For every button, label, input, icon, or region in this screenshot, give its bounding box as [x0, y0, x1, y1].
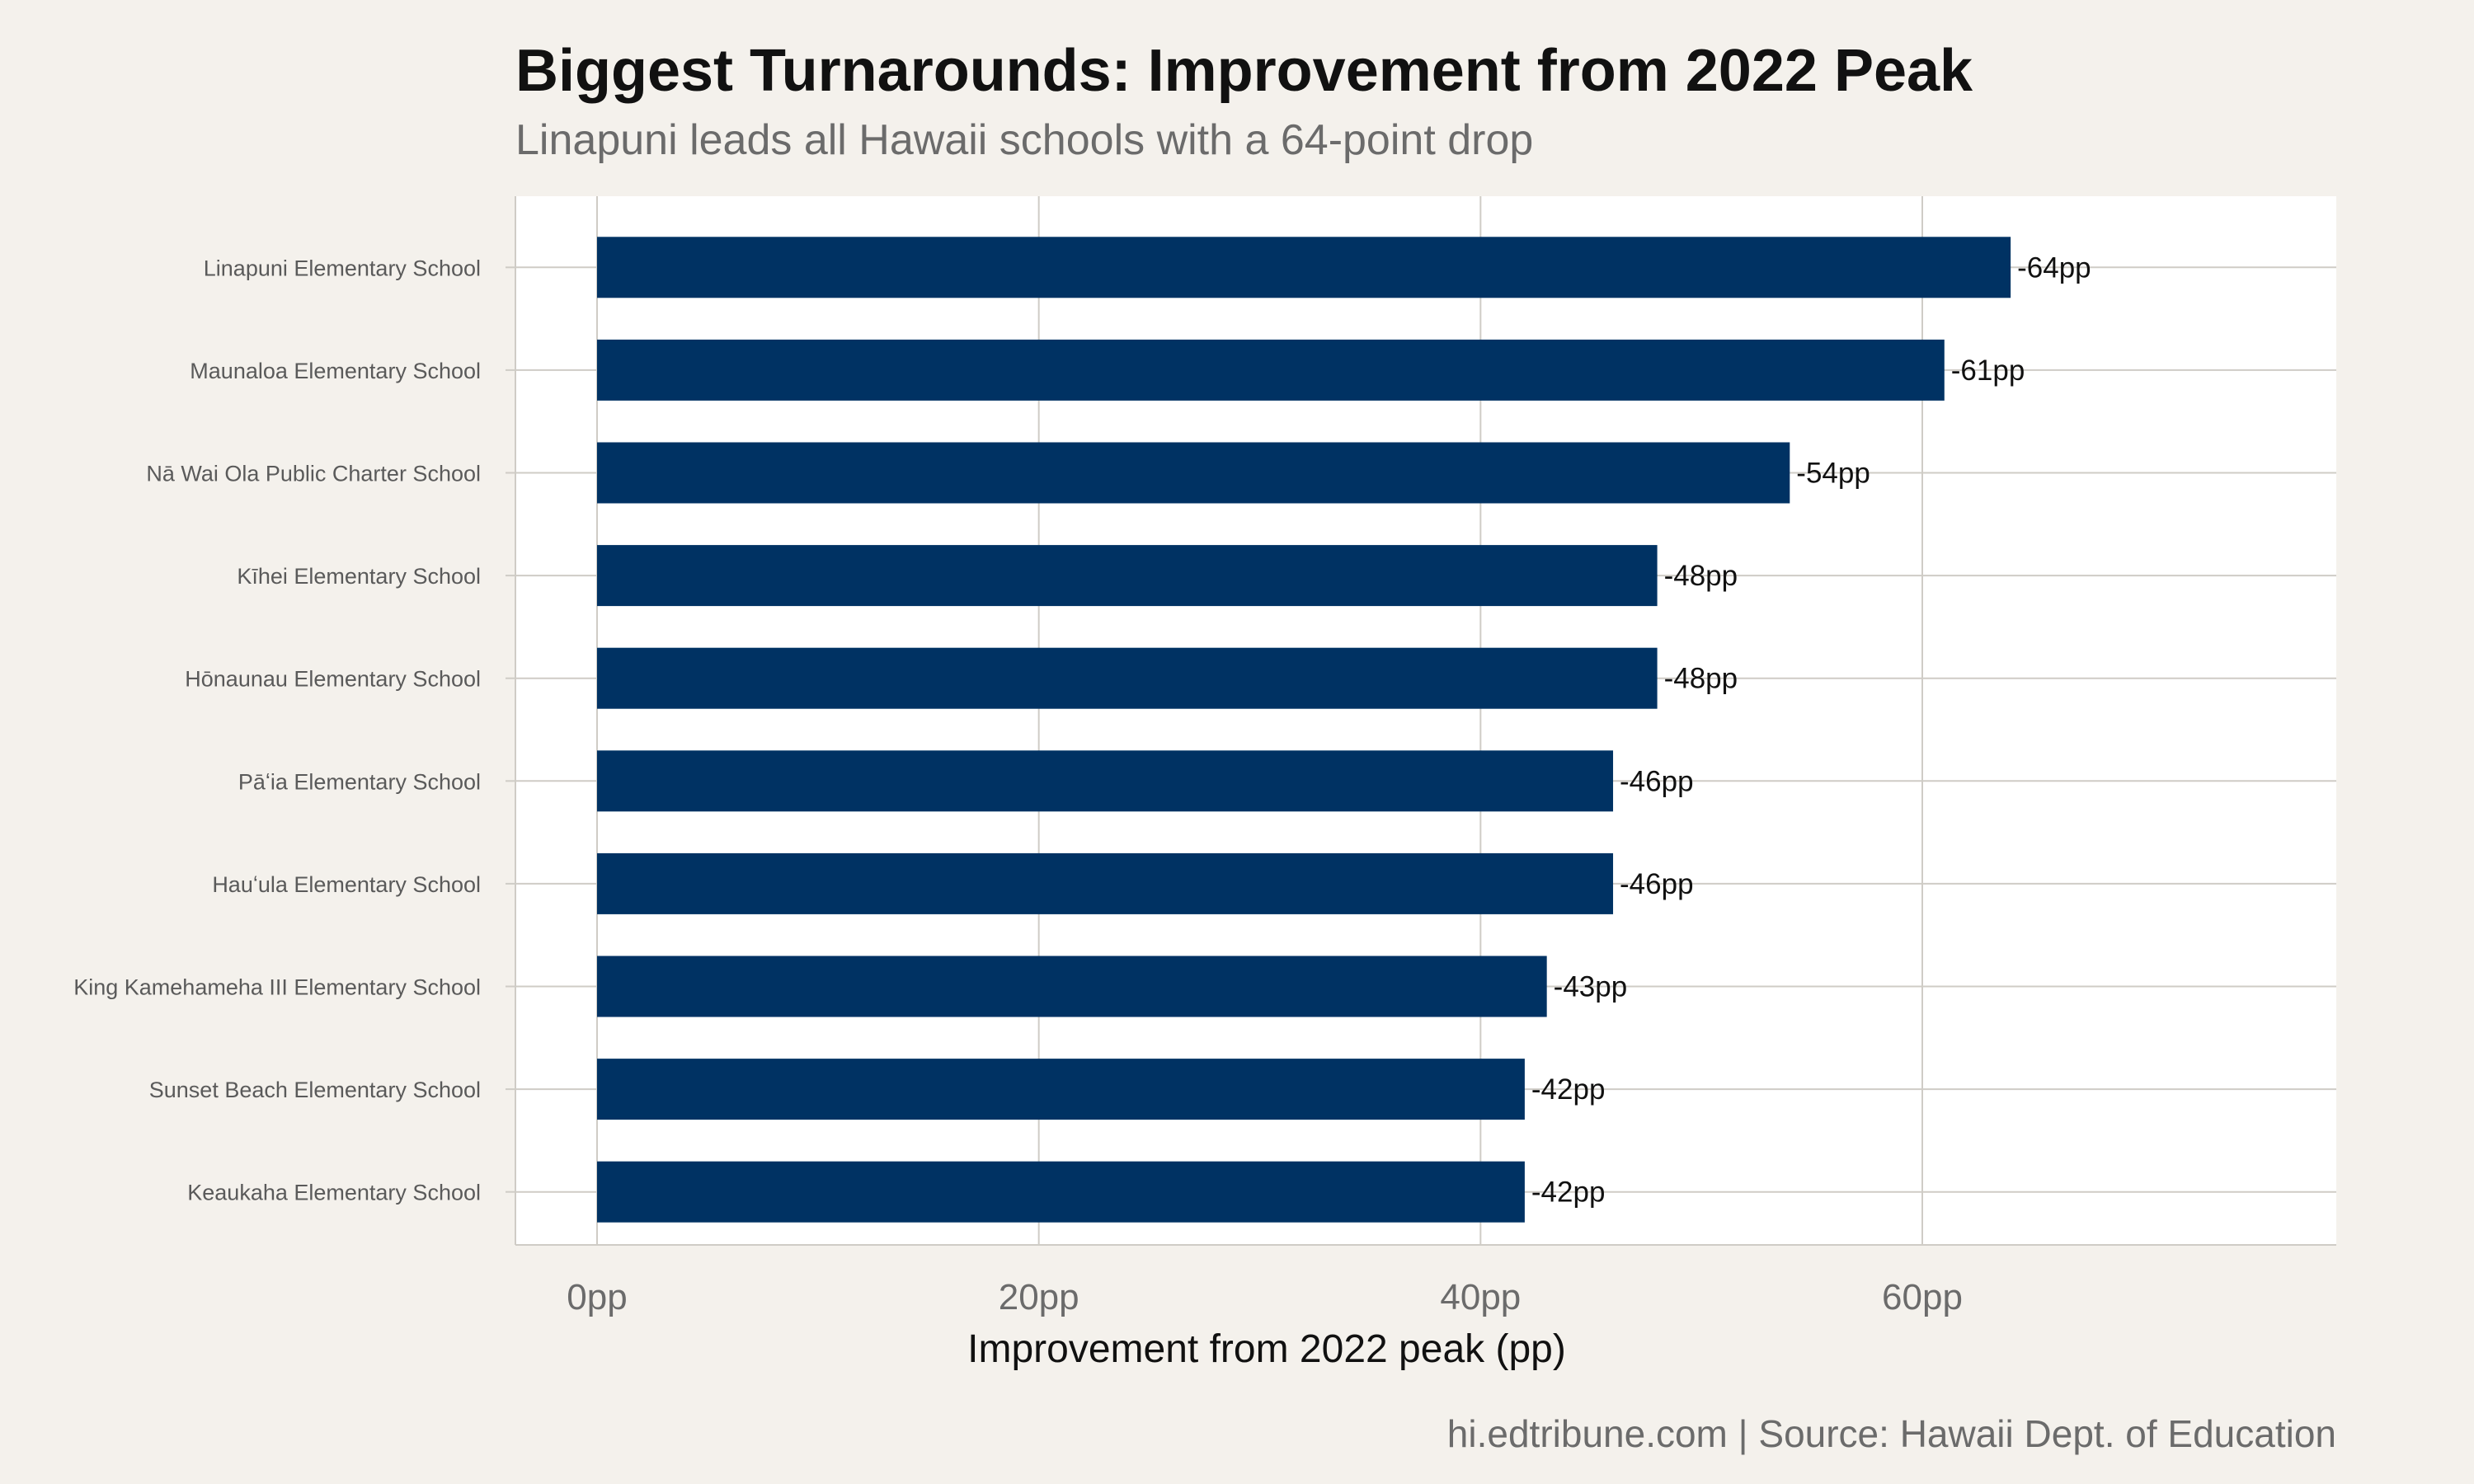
- data-label: -43pp: [1554, 971, 1628, 1003]
- data-label: -42pp: [1531, 1073, 1606, 1106]
- chart-subtitle: Linapuni leads all Hawaii schools with a…: [515, 116, 1534, 164]
- x-axis-title: Improvement from 2022 peak (pp): [967, 1327, 1566, 1371]
- category-label: Pāʻia Elementary School: [238, 769, 481, 794]
- bar: [597, 852, 1614, 914]
- category-label: Keaukaha Elementary School: [187, 1181, 481, 1205]
- bar: [597, 1059, 1525, 1120]
- category-label: Linapuni Elementary School: [204, 256, 481, 280]
- x-tick-label: 40pp: [1440, 1277, 1521, 1317]
- data-label: -48pp: [1664, 663, 1738, 695]
- data-label: -48pp: [1664, 560, 1738, 592]
- bar: [597, 647, 1658, 709]
- x-tick-label: 20pp: [999, 1277, 1079, 1317]
- bar: [597, 1161, 1525, 1223]
- bar: [597, 750, 1614, 812]
- data-label: -54pp: [1796, 458, 1870, 490]
- data-label: -64pp: [2017, 251, 2091, 284]
- bars: [597, 237, 2011, 1223]
- labels: 0pp 20pp 40pp 60pp Linapuni Elementary Schoo…: [73, 251, 2091, 1317]
- category-label: Nā Wai Ola Public Charter School: [146, 462, 481, 486]
- category-label: King Kamehameha III Elementary School: [73, 975, 481, 1000]
- category-label: Maunaloa Elementary School: [190, 359, 481, 383]
- chart-title: Biggest Turnarounds: Improvement from 20…: [515, 38, 1973, 104]
- category-label: Sunset Beach Elementary School: [149, 1078, 481, 1102]
- bar: [597, 339, 1945, 401]
- category-label: Kīhei Elementary School: [237, 564, 481, 589]
- data-label: -46pp: [1620, 765, 1694, 797]
- data-label: -42pp: [1531, 1176, 1606, 1209]
- category-label: Hauʻula Elementary School: [212, 872, 481, 897]
- x-tick-label: 0pp: [567, 1277, 627, 1317]
- bar: [597, 237, 2011, 298]
- bar: [597, 545, 1658, 607]
- bar: [597, 956, 1547, 1017]
- bar: [597, 442, 1790, 504]
- data-label: -61pp: [1951, 355, 2025, 387]
- source-caption: hi.edtribune.com | Source: Hawaii Dept. …: [1446, 1412, 2336, 1455]
- category-label: Hōnaunau Elementary School: [185, 667, 481, 692]
- x-tick-label: 60pp: [1882, 1277, 1963, 1317]
- data-label: -46pp: [1620, 868, 1694, 900]
